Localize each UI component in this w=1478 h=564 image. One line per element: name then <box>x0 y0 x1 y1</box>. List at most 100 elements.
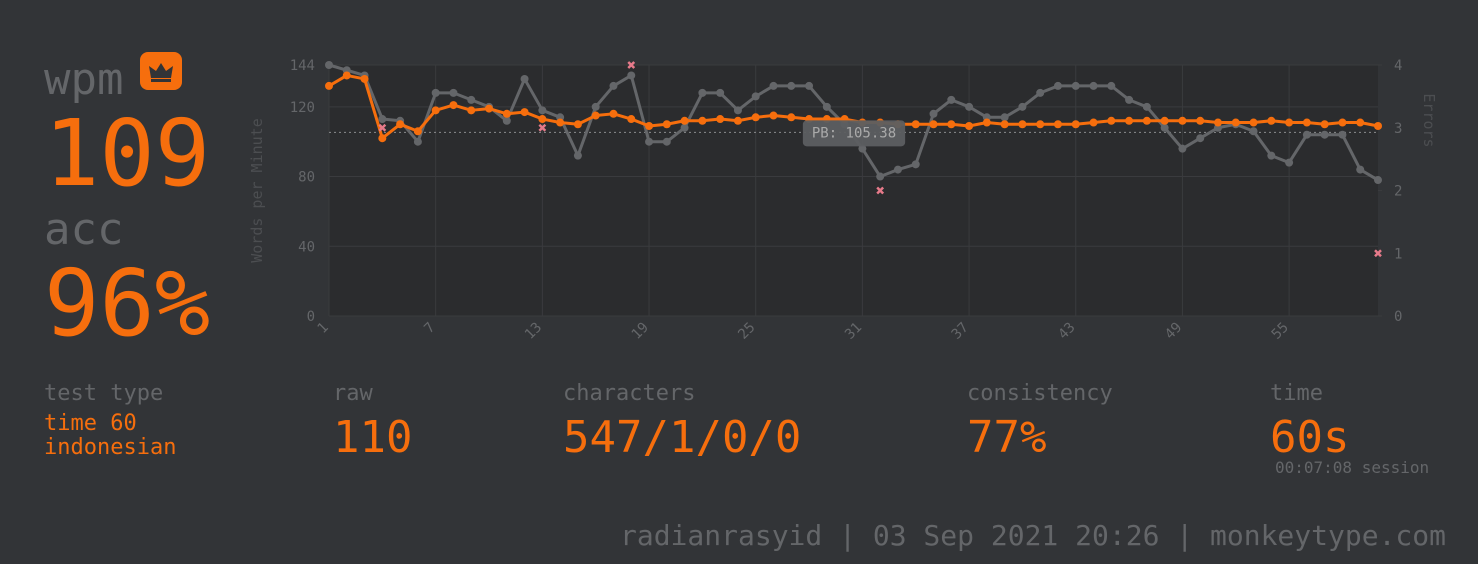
footer: radianrasyid | 03 Sep 2021 20:26 | monke… <box>619 519 1446 552</box>
wpm-point <box>1160 116 1169 125</box>
raw-point <box>1053 81 1062 90</box>
x-tick-label: 31 <box>842 320 865 343</box>
wpm-point <box>413 127 422 136</box>
time-label: time <box>1270 381 1323 406</box>
raw-point <box>1249 127 1258 136</box>
wpm-point <box>1089 118 1098 127</box>
acc-label: acc <box>44 204 124 255</box>
raw-point <box>680 123 689 132</box>
pb-label: PB: 105.38 <box>812 125 896 141</box>
acc-value: 96% <box>44 250 211 357</box>
x-tick-label: 49 <box>1162 320 1185 343</box>
raw-point <box>1125 95 1134 104</box>
raw-point <box>325 61 333 69</box>
raw-point <box>1071 81 1080 90</box>
error-marker <box>538 123 547 132</box>
raw-point <box>1267 151 1276 160</box>
raw-point <box>698 88 707 97</box>
raw-point <box>858 144 867 153</box>
y2-tick-label: 2 <box>1394 184 1402 200</box>
session-time: 00:07:08 session <box>1275 458 1430 477</box>
raw-point <box>1089 81 1098 90</box>
raw-point <box>1356 165 1365 174</box>
raw-point <box>449 88 458 97</box>
x-tick-label: 13 <box>522 320 545 343</box>
wpm-point <box>360 74 369 83</box>
raw-point <box>716 88 725 97</box>
wpm-point <box>662 120 671 129</box>
raw-point <box>609 81 618 90</box>
raw-point <box>1374 176 1382 185</box>
raw-point <box>662 137 671 146</box>
plot-area <box>329 65 1378 316</box>
raw-point <box>751 92 760 101</box>
wpm-point <box>929 120 938 129</box>
raw-point <box>1320 130 1329 139</box>
wpm-point <box>556 118 565 127</box>
wpm-point <box>325 81 333 90</box>
pb-label-box <box>802 120 906 147</box>
x-tick-label: 55 <box>1269 320 1292 343</box>
wpm-point <box>1053 120 1062 129</box>
wpm-point <box>787 113 796 122</box>
wpm-point <box>965 122 974 131</box>
raw-point <box>947 95 956 104</box>
error-marker <box>1374 249 1382 258</box>
x-tick-label: 25 <box>735 320 758 343</box>
wpm-point <box>1196 116 1205 125</box>
y-tick-label: 0 <box>307 309 315 325</box>
y-tick-label: 80 <box>298 170 315 186</box>
error-marker <box>876 186 885 195</box>
wpm-point <box>645 122 654 131</box>
wpm-point <box>1338 118 1347 127</box>
wpm-point <box>733 116 742 125</box>
raw-point <box>627 71 636 80</box>
y2-tick-label: 0 <box>1394 309 1402 325</box>
error-cross <box>1374 249 1382 258</box>
wpm-point <box>1142 116 1151 125</box>
wpm-point <box>485 104 494 113</box>
wpm-point <box>502 109 511 118</box>
raw-point <box>645 137 654 146</box>
raw-point <box>573 151 582 160</box>
x-tick-label: 1 <box>315 320 332 337</box>
wpm-point <box>449 101 458 110</box>
y2-tick-label: 3 <box>1394 121 1402 137</box>
raw-label: raw <box>333 381 373 406</box>
wpm-point <box>1302 118 1311 127</box>
raw-point <box>1000 113 1009 122</box>
raw-point <box>538 106 547 115</box>
raw-point <box>378 115 387 124</box>
raw-point <box>733 106 742 115</box>
raw-point <box>1036 88 1045 97</box>
y2-tick-label: 4 <box>1394 58 1402 74</box>
error-cross <box>627 61 636 69</box>
wpm-point <box>378 134 387 143</box>
wpm-point <box>609 109 618 118</box>
raw-point <box>929 109 938 118</box>
y2-axis-label: Errors <box>1420 93 1438 147</box>
raw-point <box>520 74 529 83</box>
characters-label: characters <box>563 381 696 406</box>
wpm-point <box>467 106 476 115</box>
wpm-point <box>573 120 582 129</box>
error-cross <box>538 123 547 132</box>
y2-tick-label: 1 <box>1394 246 1402 262</box>
wpm-point <box>982 118 991 127</box>
error-marker <box>627 61 636 69</box>
wpm-point <box>1374 122 1382 131</box>
raw-point <box>769 81 778 90</box>
raw-point <box>1285 158 1294 167</box>
wpm-point <box>751 113 760 122</box>
raw-point <box>911 160 920 169</box>
wpm-point <box>1000 120 1009 129</box>
raw-point <box>413 137 422 146</box>
wpm-point <box>1125 116 1134 125</box>
raw-point <box>1196 134 1205 143</box>
wpm-point <box>680 116 689 125</box>
raw-point <box>502 116 511 125</box>
raw-point <box>467 95 476 104</box>
wpm-point <box>716 115 725 124</box>
raw-point <box>431 88 440 97</box>
